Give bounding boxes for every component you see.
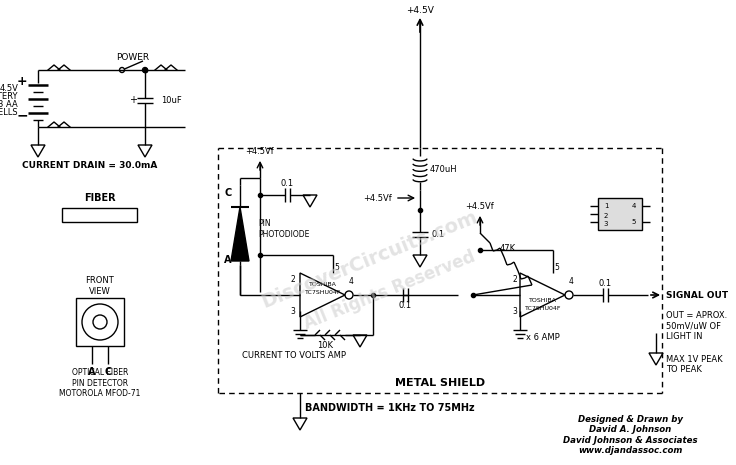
Bar [62, 208, 137, 222]
Text: +: + [17, 74, 27, 87]
Text: 10uF: 10uF [161, 95, 182, 105]
Text: 1: 1 [604, 203, 608, 209]
Text: 4: 4 [349, 277, 353, 286]
Text: OPTICAL FIBER
PIN DETECTOR
MOTOROLA MFOD-71: OPTICAL FIBER PIN DETECTOR MOTOROLA MFOD… [60, 368, 141, 398]
Text: DiscoverCircuits.com: DiscoverCircuits.com [259, 208, 481, 312]
Text: 0.1: 0.1 [398, 300, 411, 310]
Text: C: C [224, 188, 232, 198]
Text: TC7SHU04F: TC7SHU04F [525, 306, 562, 312]
Text: 0.1: 0.1 [280, 179, 294, 187]
Text: 4.5V: 4.5V [0, 84, 18, 93]
Text: 0.1: 0.1 [432, 230, 445, 239]
Text: CURRENT DRAIN = 30.0mA: CURRENT DRAIN = 30.0mA [22, 160, 158, 170]
Text: 2: 2 [604, 213, 608, 219]
Text: TC7SHU04F: TC7SHU04F [305, 291, 342, 295]
Circle shape [143, 67, 147, 73]
Text: TOSHIBA: TOSHIBA [309, 283, 337, 287]
Text: FIBER: FIBER [84, 193, 116, 203]
Text: 2: 2 [512, 274, 517, 284]
Text: +4.5Vf: +4.5Vf [466, 201, 495, 211]
Text: FRONT
VIEW: FRONT VIEW [85, 276, 114, 296]
Text: −: − [16, 108, 28, 122]
Text: C: C [105, 367, 112, 377]
Text: 5: 5 [554, 264, 559, 272]
Text: 470uH: 470uH [430, 165, 458, 173]
Text: TOSHIBA: TOSHIBA [529, 299, 557, 304]
Text: MAX 1V PEAK
TO PEAK: MAX 1V PEAK TO PEAK [666, 355, 723, 374]
Text: x 6 AMP: x 6 AMP [526, 332, 560, 341]
Text: 4: 4 [631, 203, 636, 209]
Text: 5: 5 [631, 219, 636, 225]
Text: 3: 3 [290, 306, 295, 315]
Text: 5: 5 [335, 264, 339, 272]
Text: METAL SHIELD: METAL SHIELD [395, 378, 485, 388]
Text: 4: 4 [569, 277, 573, 286]
Circle shape [119, 67, 124, 73]
Text: +4.5Vf: +4.5Vf [364, 193, 392, 202]
Text: SIGNAL OUT: SIGNAL OUT [666, 291, 728, 299]
Text: +: + [129, 95, 137, 105]
Bar [76, 298, 124, 346]
Text: Designed & Drawn by
David A. Johnson
David Johnson & Associates
www.djandassoc.c: Designed & Drawn by David A. Johnson Dav… [563, 415, 697, 455]
Bar [598, 198, 642, 230]
Text: BANDWIDTH = 1KHz TO 75MHz: BANDWIDTH = 1KHz TO 75MHz [305, 403, 475, 413]
Text: OUT = APROX.
50mV/uW OF
LIGHT IN: OUT = APROX. 50mV/uW OF LIGHT IN [666, 311, 727, 341]
Text: 3 AA: 3 AA [0, 100, 18, 108]
Text: 47K: 47K [500, 244, 516, 252]
Text: 10K: 10K [317, 340, 333, 350]
Text: All Rights Reserved: All Rights Reserved [302, 247, 478, 332]
Text: BATTERY: BATTERY [0, 92, 18, 100]
Text: PIN
PHOTODIODE: PIN PHOTODIODE [258, 219, 309, 239]
Text: 3: 3 [512, 306, 517, 315]
Text: A: A [88, 367, 96, 377]
Text: +4.5Vf: +4.5Vf [246, 146, 275, 155]
Polygon shape [231, 207, 249, 261]
Text: 3: 3 [604, 221, 608, 227]
Text: +4.5V: +4.5V [406, 6, 434, 14]
Text: 0.1: 0.1 [598, 279, 612, 287]
Text: CELLS: CELLS [0, 107, 18, 117]
Text: A: A [224, 255, 232, 265]
Text: 2: 2 [290, 274, 295, 284]
Text: POWER: POWER [116, 53, 149, 61]
Text: CURRENT TO VOLTS AMP: CURRENT TO VOLTS AMP [242, 351, 346, 359]
